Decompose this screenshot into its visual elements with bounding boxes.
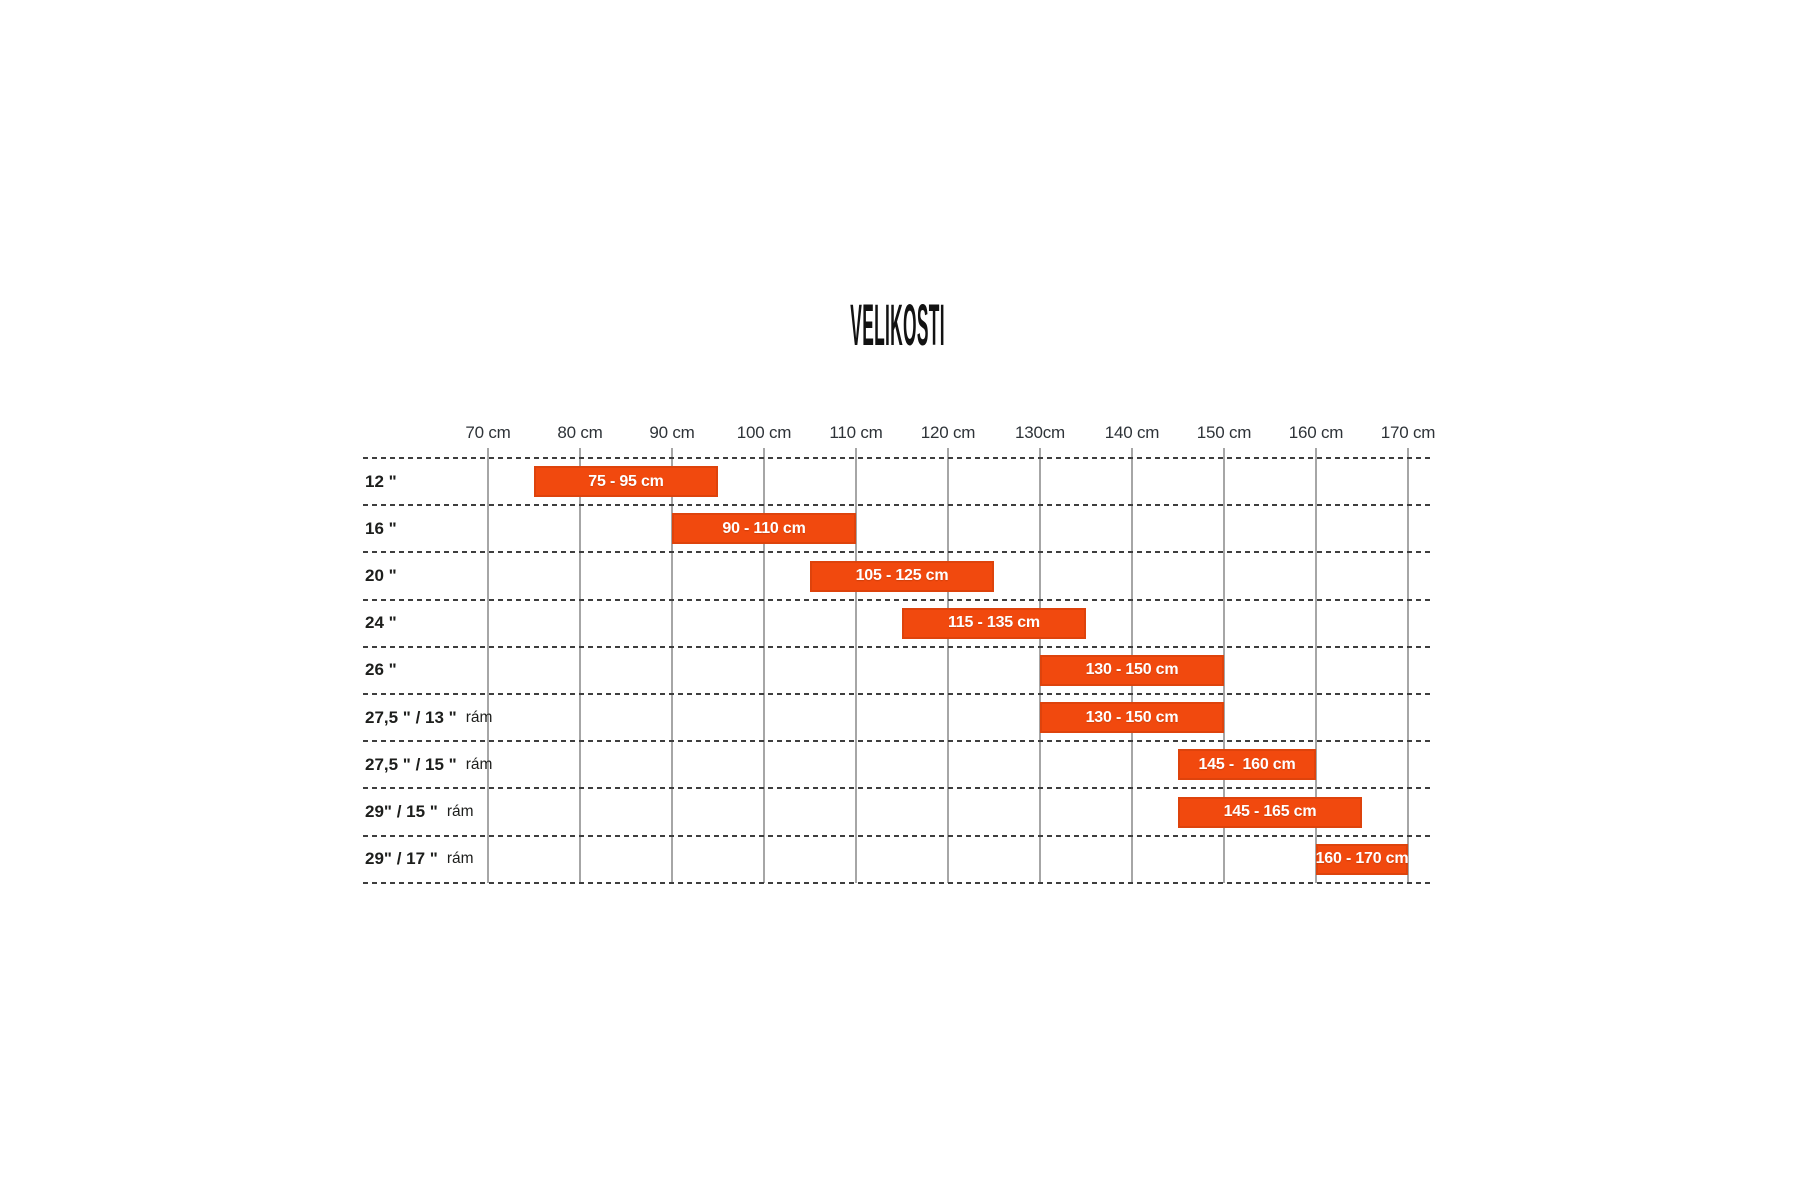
height-range-bar: 105 - 125 cm bbox=[810, 560, 994, 592]
axis-tick-label: 150 cm bbox=[1196, 423, 1252, 442]
frame-suffix-text: rám bbox=[465, 708, 493, 726]
vertical-gridline bbox=[1315, 448, 1317, 883]
wheel-size-text: 27,5 " / 15 " bbox=[365, 754, 457, 774]
row-separator-line bbox=[363, 598, 1430, 601]
row-separator-line bbox=[363, 645, 1430, 648]
row-label-wheel-size: 29" / 15 " rám bbox=[365, 788, 474, 835]
height-range-bar: 130 - 150 cm bbox=[1040, 702, 1224, 734]
frame-suffix-text: rám bbox=[446, 802, 474, 820]
height-range-label: 105 - 125 cm bbox=[855, 567, 949, 584]
vertical-gridline bbox=[671, 448, 673, 883]
height-range-bar: 160 - 170 cm bbox=[1315, 843, 1409, 875]
vertical-gridline bbox=[579, 448, 581, 883]
row-label-wheel-size: 24 " bbox=[365, 600, 397, 647]
vertical-gridline bbox=[1407, 448, 1409, 883]
axis-tick-label: 90 cm bbox=[649, 423, 695, 442]
wheel-size-text: 27,5 " / 13 " bbox=[365, 707, 457, 727]
row-separator-line bbox=[363, 551, 1430, 554]
axis-tick-label: 140 cm bbox=[1104, 423, 1160, 442]
wheel-size-text: 12 " bbox=[365, 471, 397, 491]
height-range-label: 145 - 165 cm bbox=[1223, 803, 1317, 820]
height-range-bar: 115 - 135 cm bbox=[902, 607, 1086, 639]
vertical-gridline bbox=[487, 448, 489, 883]
axis-tick-label: 130cm bbox=[1014, 423, 1066, 442]
height-range-bar: 90 - 110 cm bbox=[672, 513, 856, 545]
row-label-wheel-size: 27,5 " / 15 " rám bbox=[365, 741, 492, 788]
frame-suffix-text: rám bbox=[465, 755, 493, 773]
row-separator-line bbox=[363, 504, 1430, 507]
axis-tick-label: 70 cm bbox=[465, 423, 511, 442]
height-range-label: 160 - 170 cm bbox=[1315, 850, 1409, 868]
row-separator-line bbox=[363, 834, 1430, 837]
axis-tick-label: 100 cm bbox=[736, 423, 792, 442]
row-label-wheel-size: 20 " bbox=[365, 552, 397, 599]
vertical-gridline bbox=[855, 448, 857, 883]
row-separator-line bbox=[363, 787, 1430, 790]
row-label-wheel-size: 29" / 17 " rám bbox=[365, 836, 474, 883]
wheel-size-text: 20 " bbox=[365, 565, 397, 585]
wheel-size-text: 29" / 15 " bbox=[365, 801, 438, 821]
row-label-wheel-size: 16 " bbox=[365, 505, 397, 552]
height-range-label: 130 - 150 cm bbox=[1085, 661, 1179, 679]
row-separator-line bbox=[363, 457, 1430, 459]
chart-title: VELIKOSTI bbox=[850, 293, 946, 358]
wheel-size-text: 26 " bbox=[365, 660, 397, 680]
axis-tick-label: 160 cm bbox=[1288, 423, 1344, 442]
row-label-wheel-size: 12 " bbox=[365, 458, 397, 505]
vertical-gridline bbox=[1223, 448, 1225, 883]
wheel-size-text: 24 " bbox=[365, 613, 397, 633]
wheel-size-text: 16 " bbox=[365, 518, 397, 538]
height-range-bar: 145 - 160 cm bbox=[1178, 749, 1316, 781]
height-range-label: 90 - 110 cm bbox=[722, 519, 806, 537]
frame-suffix-text: rám bbox=[446, 850, 474, 868]
row-label-wheel-size: 26 " bbox=[365, 647, 397, 694]
vertical-gridline bbox=[763, 448, 765, 883]
height-range-label: 115 - 135 cm bbox=[948, 614, 1040, 632]
height-range-label: 75 - 95 cm bbox=[588, 472, 664, 490]
axis-tick-label: 80 cm bbox=[557, 423, 603, 442]
height-range-bar: 145 - 165 cm bbox=[1178, 796, 1362, 828]
height-range-bar: 75 - 95 cm bbox=[534, 466, 718, 498]
height-range-bar: 130 - 150 cm bbox=[1040, 654, 1224, 686]
axis-tick-label: 110 cm bbox=[829, 423, 883, 442]
wheel-size-text: 29" / 17 " bbox=[365, 849, 438, 869]
row-separator-line bbox=[363, 881, 1430, 884]
vertical-gridline bbox=[947, 448, 949, 883]
axis-tick-label: 170 cm bbox=[1380, 423, 1436, 442]
row-separator-line bbox=[363, 693, 1430, 695]
row-label-wheel-size: 27,5 " / 13 " rám bbox=[365, 694, 492, 741]
height-range-label: 130 - 150 cm bbox=[1085, 708, 1179, 726]
axis-tick-label: 120 cm bbox=[920, 423, 976, 442]
chart-title-wrap: VELIKOSTI bbox=[0, 297, 1796, 355]
height-range-label: 145 - 160 cm bbox=[1198, 755, 1296, 773]
row-separator-line bbox=[363, 740, 1430, 743]
